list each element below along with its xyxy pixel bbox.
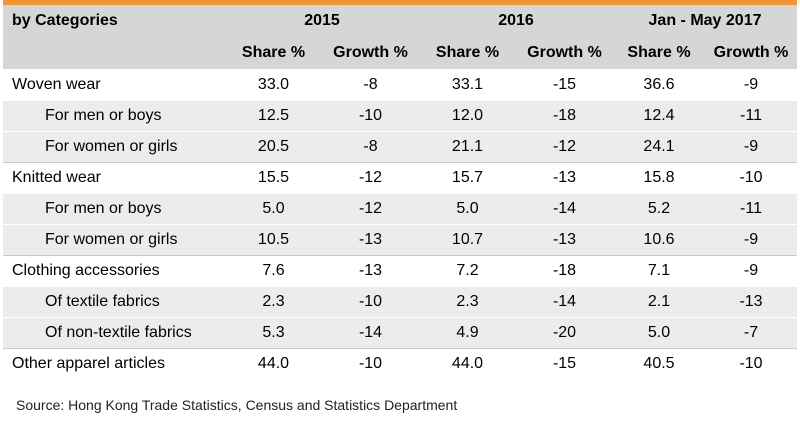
- metric-header-row: Share % Growth % Share % Growth % Share …: [3, 37, 798, 70]
- accent-bar: [3, 0, 797, 5]
- growth-cell: -12: [322, 193, 419, 225]
- category-label: Other apparel articles: [3, 348, 225, 379]
- growth-cell: -10: [705, 348, 798, 379]
- share-cell: 10.5: [225, 224, 322, 256]
- table-row: For women or girls 10.5 -13 10.7 -13 10.6 -9: [3, 224, 798, 256]
- growth-cell: -11: [705, 100, 798, 132]
- growth-cell: -9: [705, 255, 798, 287]
- source-note: Source: Hong Kong Trade Statistics, Cens…: [16, 397, 458, 413]
- growth-cell: -13: [516, 162, 613, 194]
- subcategory-label: For men or boys: [3, 100, 225, 132]
- growth-cell: -13: [516, 224, 613, 256]
- share-cell: 5.2: [613, 193, 705, 225]
- growth-cell: -15: [516, 69, 613, 101]
- growth-cell: -8: [322, 69, 419, 101]
- growth-header: Growth %: [705, 37, 798, 70]
- subcategory-label: For women or girls: [3, 224, 225, 256]
- share-cell: 44.0: [225, 348, 322, 379]
- year-header-2016: 2016: [419, 5, 613, 37]
- share-cell: 2.3: [225, 286, 322, 318]
- subcategory-label: Of non-textile fabrics: [3, 317, 225, 349]
- category-label: Knitted wear: [3, 162, 225, 194]
- share-cell: 33.1: [419, 69, 516, 101]
- share-cell: 12.0: [419, 100, 516, 132]
- growth-cell: -10: [322, 348, 419, 379]
- share-header: Share %: [225, 37, 322, 70]
- share-cell: 15.8: [613, 162, 705, 194]
- growth-cell: -13: [705, 286, 798, 318]
- table-row: Of non-textile fabrics 5.3 -14 4.9 -20 5.0 -7: [3, 317, 798, 349]
- table-row: Woven wear 33.0 -8 33.1 -15 36.6 -9: [3, 69, 798, 101]
- growth-header: Growth %: [516, 37, 613, 70]
- growth-cell: -15: [516, 348, 613, 379]
- table-row: Knitted wear 15.5 -12 15.7 -13 15.8 -10: [3, 162, 798, 194]
- subcategory-label: For women or girls: [3, 131, 225, 163]
- share-cell: 10.6: [613, 224, 705, 256]
- share-cell: 40.5: [613, 348, 705, 379]
- growth-cell: -18: [516, 255, 613, 287]
- growth-cell: -9: [705, 131, 798, 163]
- share-cell: 4.9: [419, 317, 516, 349]
- year-header-row: by Categories 2015 2016 Jan - May 2017: [3, 5, 798, 37]
- year-header-2015: 2015: [225, 5, 419, 37]
- growth-cell: -14: [516, 193, 613, 225]
- share-cell: 2.1: [613, 286, 705, 318]
- growth-cell: -10: [322, 100, 419, 132]
- share-header: Share %: [419, 37, 516, 70]
- share-cell: 12.4: [613, 100, 705, 132]
- share-cell: 10.7: [419, 224, 516, 256]
- share-cell: 15.7: [419, 162, 516, 194]
- growth-cell: -12: [516, 131, 613, 163]
- share-cell: 5.0: [419, 193, 516, 225]
- share-cell: 24.1: [613, 131, 705, 163]
- share-cell: 5.0: [225, 193, 322, 225]
- growth-cell: -10: [705, 162, 798, 194]
- growth-cell: -8: [322, 131, 419, 163]
- growth-cell: -20: [516, 317, 613, 349]
- table-row: Clothing accessories 7.6 -13 7.2 -18 7.1 -9: [3, 255, 798, 287]
- table-row: Of textile fabrics 2.3 -10 2.3 -14 2.1 -13: [3, 286, 798, 318]
- growth-cell: -13: [322, 255, 419, 287]
- growth-cell: -9: [705, 69, 798, 101]
- table-row: For men or boys 5.0 -12 5.0 -14 5.2 -11: [3, 193, 798, 225]
- growth-header: Growth %: [322, 37, 419, 70]
- metric-header-blank: [3, 37, 225, 70]
- growth-cell: -10: [322, 286, 419, 318]
- apparel-categories-table: by Categories 2015 2016 Jan - May 2017 S…: [3, 5, 798, 379]
- share-cell: 20.5: [225, 131, 322, 163]
- share-cell: 12.5: [225, 100, 322, 132]
- share-cell: 15.5: [225, 162, 322, 194]
- share-header: Share %: [613, 37, 705, 70]
- share-cell: 21.1: [419, 131, 516, 163]
- growth-cell: -14: [322, 317, 419, 349]
- subcategory-label: Of textile fabrics: [3, 286, 225, 318]
- growth-cell: -12: [322, 162, 419, 194]
- table-row: For women or girls 20.5 -8 21.1 -12 24.1 -9: [3, 131, 798, 163]
- category-label: Clothing accessories: [3, 255, 225, 287]
- growth-cell: -13: [322, 224, 419, 256]
- growth-cell: -11: [705, 193, 798, 225]
- subcategory-label: For men or boys: [3, 193, 225, 225]
- growth-cell: -9: [705, 224, 798, 256]
- share-cell: 5.0: [613, 317, 705, 349]
- share-cell: 33.0: [225, 69, 322, 101]
- growth-cell: -14: [516, 286, 613, 318]
- year-header-2017: Jan - May 2017: [613, 5, 798, 37]
- table-row: Other apparel articles 44.0 -10 44.0 -15 40.5…: [3, 348, 798, 379]
- share-cell: 36.6: [613, 69, 705, 101]
- share-cell: 5.3: [225, 317, 322, 349]
- share-cell: 44.0: [419, 348, 516, 379]
- growth-cell: -18: [516, 100, 613, 132]
- share-cell: 7.1: [613, 255, 705, 287]
- table-body: Woven wear 33.0 -8 33.1 -15 36.6 -9 For men or …: [3, 69, 798, 379]
- category-header: by Categories: [3, 5, 225, 37]
- growth-cell: -7: [705, 317, 798, 349]
- share-cell: 2.3: [419, 286, 516, 318]
- share-cell: 7.6: [225, 255, 322, 287]
- share-cell: 7.2: [419, 255, 516, 287]
- category-label: Woven wear: [3, 69, 225, 101]
- table-row: For men or boys 12.5 -10 12.0 -18 12.4 -11: [3, 100, 798, 132]
